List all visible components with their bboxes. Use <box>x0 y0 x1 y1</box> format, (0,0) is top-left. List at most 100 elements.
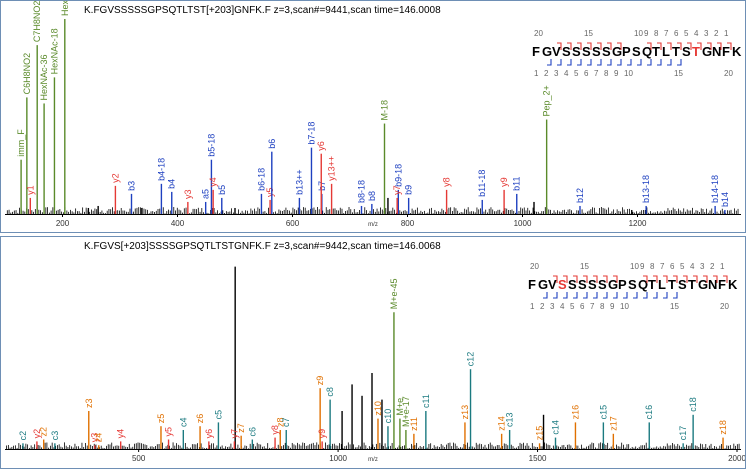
sequence-bottom-number: 1 <box>534 69 539 78</box>
sequence-bottom-number: 6 <box>580 302 585 311</box>
peak-label-y4: y4 <box>208 177 218 187</box>
b-ion-bracket <box>557 59 562 66</box>
peak-label-z10: z10 <box>373 401 383 416</box>
b-ion-bracket <box>667 59 672 66</box>
sequence-residue: S <box>628 277 637 292</box>
spectrum-chart-bottom: K.FGVS[+203]SSSSGPSQTLTSTGNFK.F z=3,scan… <box>5 241 745 463</box>
x-axis-label: m/z <box>368 222 378 228</box>
y-ion-bracket <box>707 42 712 50</box>
y-ion-bracket <box>703 275 708 283</box>
y-ion-bracket <box>587 42 592 50</box>
peak-label-c16: c16 <box>644 405 654 420</box>
peak-label-c13: c13 <box>505 412 515 427</box>
peak-label-y7: y7 <box>229 429 239 439</box>
sequence-top-number: 20 <box>534 29 543 38</box>
peak-label-HexNAc-36: HexNAc-36 <box>39 54 49 100</box>
sequence-top-number: 7 <box>664 29 669 38</box>
peak-label-imm_F: imm_F <box>16 129 26 157</box>
peak-label-z13: z13 <box>460 405 470 420</box>
peak-label-y4: y4 <box>116 429 126 439</box>
peak-label-b8: b8 <box>367 191 377 201</box>
sequence-top-number: 6 <box>670 262 675 271</box>
spectrum-panel-bottom: K.FGVS[+203]SSSSGPSQTLTSTGNFK.F z=3,scan… <box>0 236 746 469</box>
sequence-bottom-number: 2 <box>544 69 549 78</box>
peak-label-HexNAc-18: HexNAc-18 <box>49 28 59 74</box>
y-ion-bracket <box>603 275 608 283</box>
y-ion-bracket <box>723 275 728 283</box>
sequence-residue: T <box>692 44 700 59</box>
sequence-residue: G <box>542 44 552 59</box>
sequence-top-number: 8 <box>654 29 659 38</box>
peak-label-b3: b3 <box>127 181 137 191</box>
y-ion-bracket <box>657 42 662 50</box>
sequence-residue: P <box>622 44 631 59</box>
sequence-residue: S <box>632 44 641 59</box>
sequence-residue: G <box>702 44 712 59</box>
b-ion-bracket <box>603 292 608 299</box>
sequence-residue: S <box>588 277 597 292</box>
b-ion-bracket <box>657 59 662 66</box>
sequence-residue: K <box>728 277 738 292</box>
sequence-top-number: 1 <box>724 29 729 38</box>
peak-label-b11: b11 <box>512 177 522 191</box>
sequence-bottom-number: 3 <box>550 302 555 311</box>
peak-label-Pep_2+: Pep_2+ <box>542 85 552 116</box>
sequence-residue: F <box>718 277 726 292</box>
x-axis-label: m/z <box>368 457 378 463</box>
peak-label-M-18: M-18 <box>380 100 390 121</box>
peak-label-c3: c3 <box>50 431 60 441</box>
sequence-bottom-number: 20 <box>724 69 733 78</box>
sequence-residue: Q <box>638 277 648 292</box>
b-ion-bracket <box>593 292 598 299</box>
sequence-residue: S <box>578 277 587 292</box>
y-ion-bracket <box>563 275 568 283</box>
peak-label-c17: c17 <box>678 426 688 441</box>
sequence-bottom-number: 4 <box>564 69 569 78</box>
b-ion-bracket <box>547 59 552 66</box>
y-ion-bracket <box>557 42 562 50</box>
y-ion-bracket <box>667 42 672 50</box>
sequence-top-number: 5 <box>680 262 685 271</box>
spectrum-title: K.FGVSSSSSGPSQTLTST[+203]GNFK.F z=3,scan… <box>84 5 441 16</box>
peak-label-y1: y1 <box>25 185 35 195</box>
peak-label-b9-18: b9-18 <box>393 164 403 187</box>
peak-label-b14: b14 <box>720 192 730 207</box>
peak-label-b5-18: b5-18 <box>206 134 216 157</box>
peak-label-c11: c11 <box>421 394 431 408</box>
peak-label-b6-18: b6-18 <box>256 168 266 191</box>
x-tick-label: 400 <box>171 219 185 228</box>
y-ion-bracket <box>613 275 618 283</box>
spectrum-chart-top: K.FGVSSSSSGPSQTLTST[+203]GNFK.F z=3,scan… <box>5 1 742 228</box>
sequence-residue: T <box>688 277 696 292</box>
x-tick-label: 2000 <box>728 454 745 463</box>
peak-label-b6: b6 <box>267 139 277 149</box>
sequence-residue: G <box>612 44 622 59</box>
sequence-top-number: 20 <box>530 262 539 271</box>
sequence-top-number: 5 <box>684 29 689 38</box>
sequence-residue: P <box>618 277 627 292</box>
sequence-top-number: 2 <box>710 262 715 271</box>
sequence-bottom-number: 7 <box>590 302 595 311</box>
peak-label-b14-18: b14-18 <box>710 175 720 203</box>
b-ion-bracket <box>637 59 642 66</box>
peak-label-c6: c6 <box>247 427 257 437</box>
x-tick-label: 500 <box>132 454 146 463</box>
sequence-bottom-number: 3 <box>554 69 559 78</box>
y-ion-bracket <box>683 275 688 283</box>
b-ion-bracket <box>613 292 618 299</box>
x-tick-label: 1200 <box>629 219 647 228</box>
b-ion-bracket <box>597 59 602 66</box>
peak-label-C6H8NO2: C6H8NO2 <box>22 53 32 95</box>
sequence-top-number: 10 <box>630 262 639 271</box>
sequence-residue: S <box>682 44 691 59</box>
sequence-residue: S <box>568 277 577 292</box>
sequence-top-number: 9 <box>640 262 645 271</box>
sequence-bottom-number: 8 <box>600 302 605 311</box>
peak-label-M+e: M+e <box>395 398 405 416</box>
sequence-bottom-number: 8 <box>604 69 609 78</box>
y-ion-bracket <box>583 275 588 283</box>
sequence-residue: T <box>672 44 680 59</box>
y-ion-bracket <box>617 42 622 50</box>
sequence-residue: F <box>532 44 540 59</box>
sequence-bottom-number: 15 <box>670 302 679 311</box>
